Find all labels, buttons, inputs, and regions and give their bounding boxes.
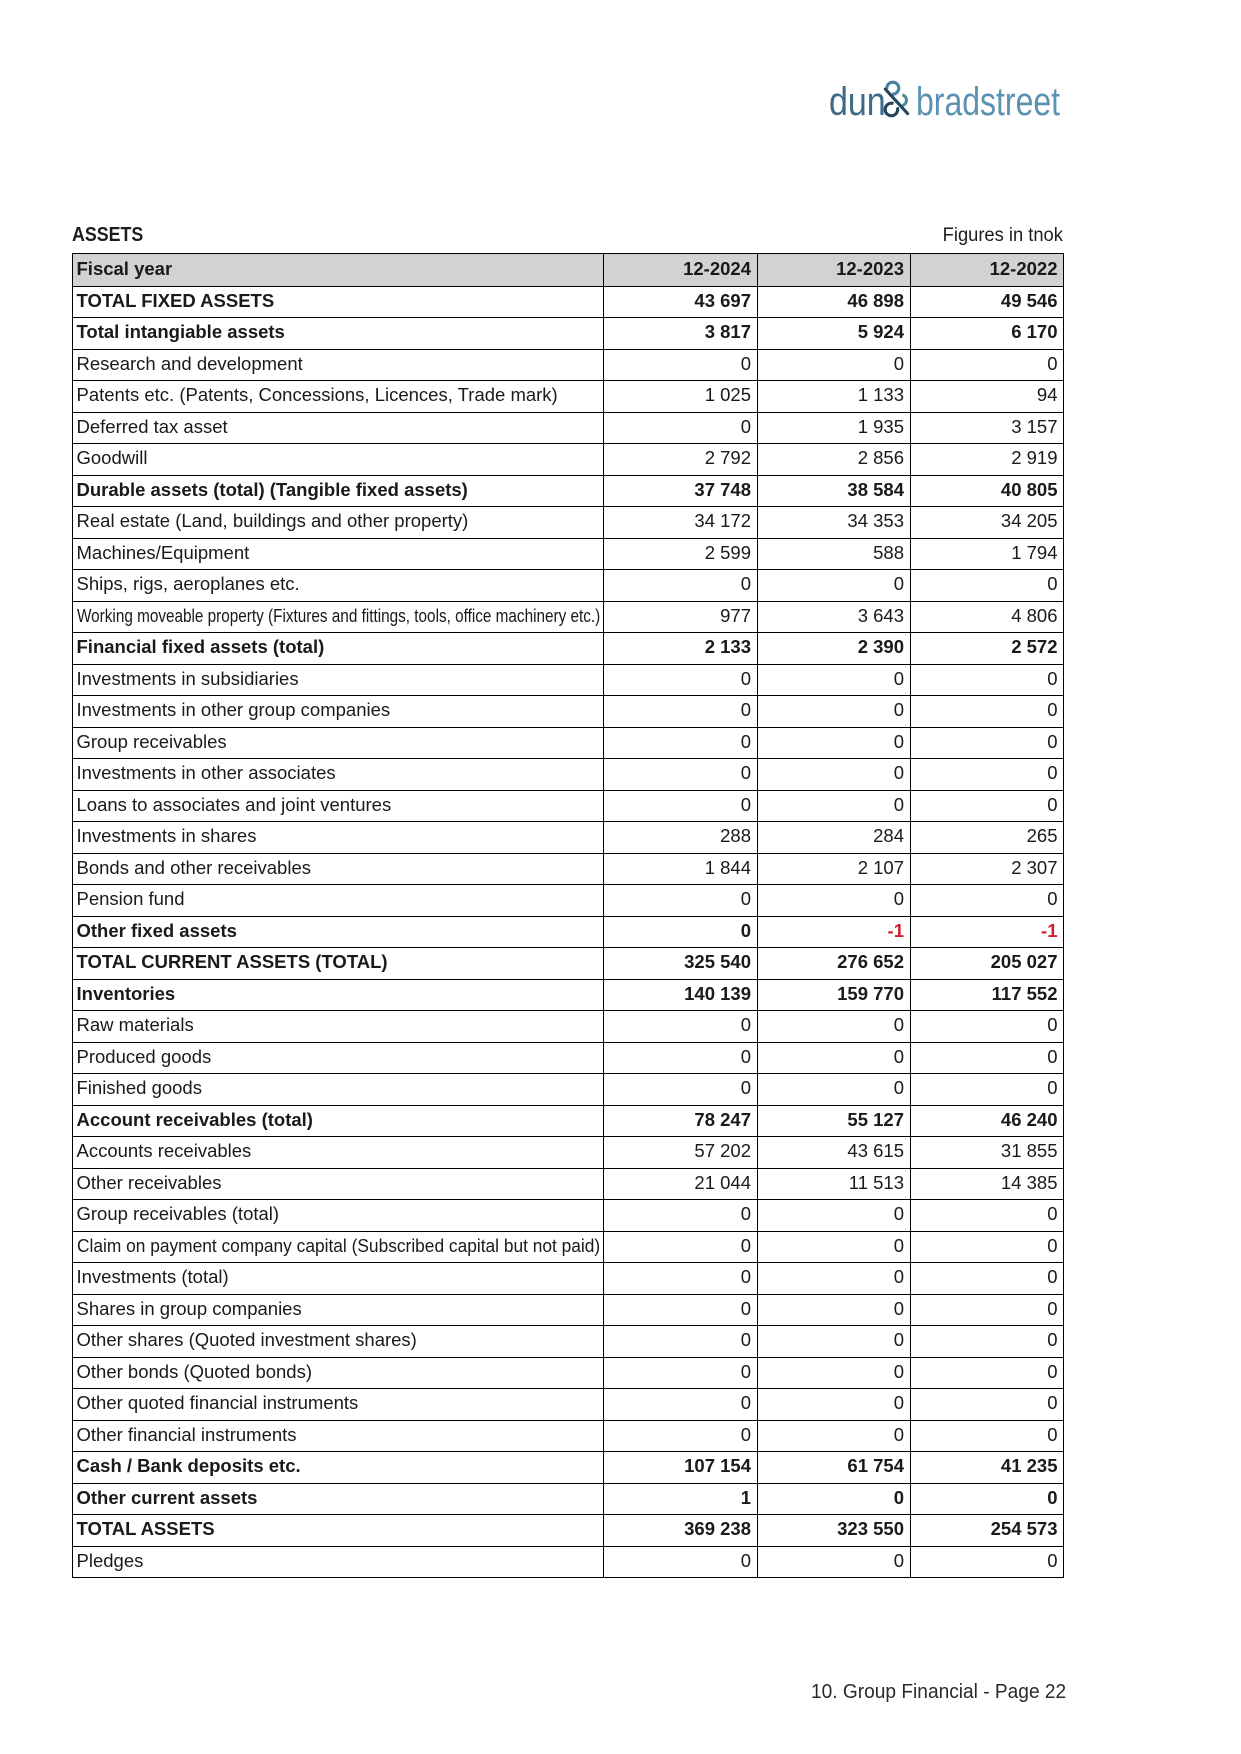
- svg-text:dun: dun: [829, 78, 886, 123]
- svg-text:bradstreet: bradstreet: [916, 79, 1060, 124]
